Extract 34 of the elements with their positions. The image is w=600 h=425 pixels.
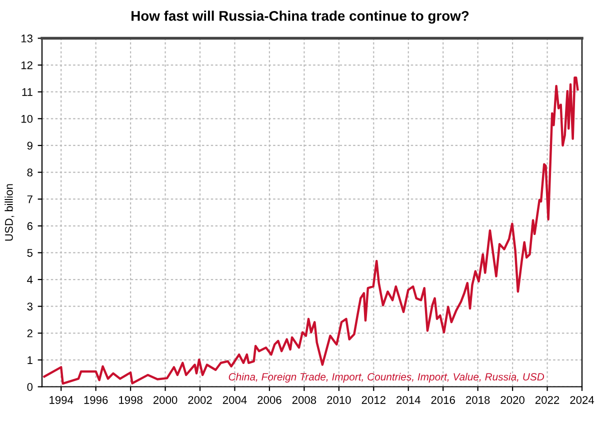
x-tick-label: 2006 xyxy=(258,396,282,404)
y-tick-label: 13 xyxy=(21,34,32,42)
x-tick-label: 2018 xyxy=(466,396,490,404)
x-tick-label: 2004 xyxy=(222,396,247,404)
y-tick-label: 7 xyxy=(27,195,32,204)
x-tick-label: 2014 xyxy=(396,396,420,404)
y-tick-label: 0 xyxy=(27,383,33,391)
y-tick-label: 10 xyxy=(21,114,33,123)
y-axis-title: USD, billion xyxy=(4,184,14,241)
y-tick-label: 1 xyxy=(28,356,32,364)
y-tick-label: 11 xyxy=(22,88,32,96)
y-tick-label: 6 xyxy=(27,222,32,230)
x-tick-label: 2008 xyxy=(292,396,316,404)
x-tick-label: 1996 xyxy=(84,396,108,404)
x-tick-label: 2000 xyxy=(153,396,178,404)
y-tick-label: 8 xyxy=(27,168,32,176)
y-tick-label: 5 xyxy=(27,249,33,257)
x-tick-label: 2022 xyxy=(535,396,560,404)
y-tick-label: 2 xyxy=(27,329,32,338)
x-tick-label: 1998 xyxy=(119,396,142,404)
chart-title: How fast will Russia-China trade continue to grow? xyxy=(132,10,469,24)
y-tick-label: 9 xyxy=(27,142,32,150)
y-tick-label: 4 xyxy=(27,276,33,284)
y-tick-label: 3 xyxy=(27,302,32,310)
x-tick-label: 2010 xyxy=(327,396,351,404)
series-label: China, Foreign Trade, Import, Countries, Import, Value, Russia, USD xyxy=(228,372,544,383)
x-tick-label: 1994 xyxy=(50,396,74,404)
line-series xyxy=(43,76,579,385)
x-tick-label: 2002 xyxy=(188,396,212,404)
x-tick-label: 2016 xyxy=(431,396,455,404)
x-tick-label: 2020 xyxy=(500,396,524,404)
y-tick-label: 12 xyxy=(21,61,32,70)
x-tick-label: 2012 xyxy=(362,396,386,404)
x-tick-label: 2024 xyxy=(570,396,594,404)
